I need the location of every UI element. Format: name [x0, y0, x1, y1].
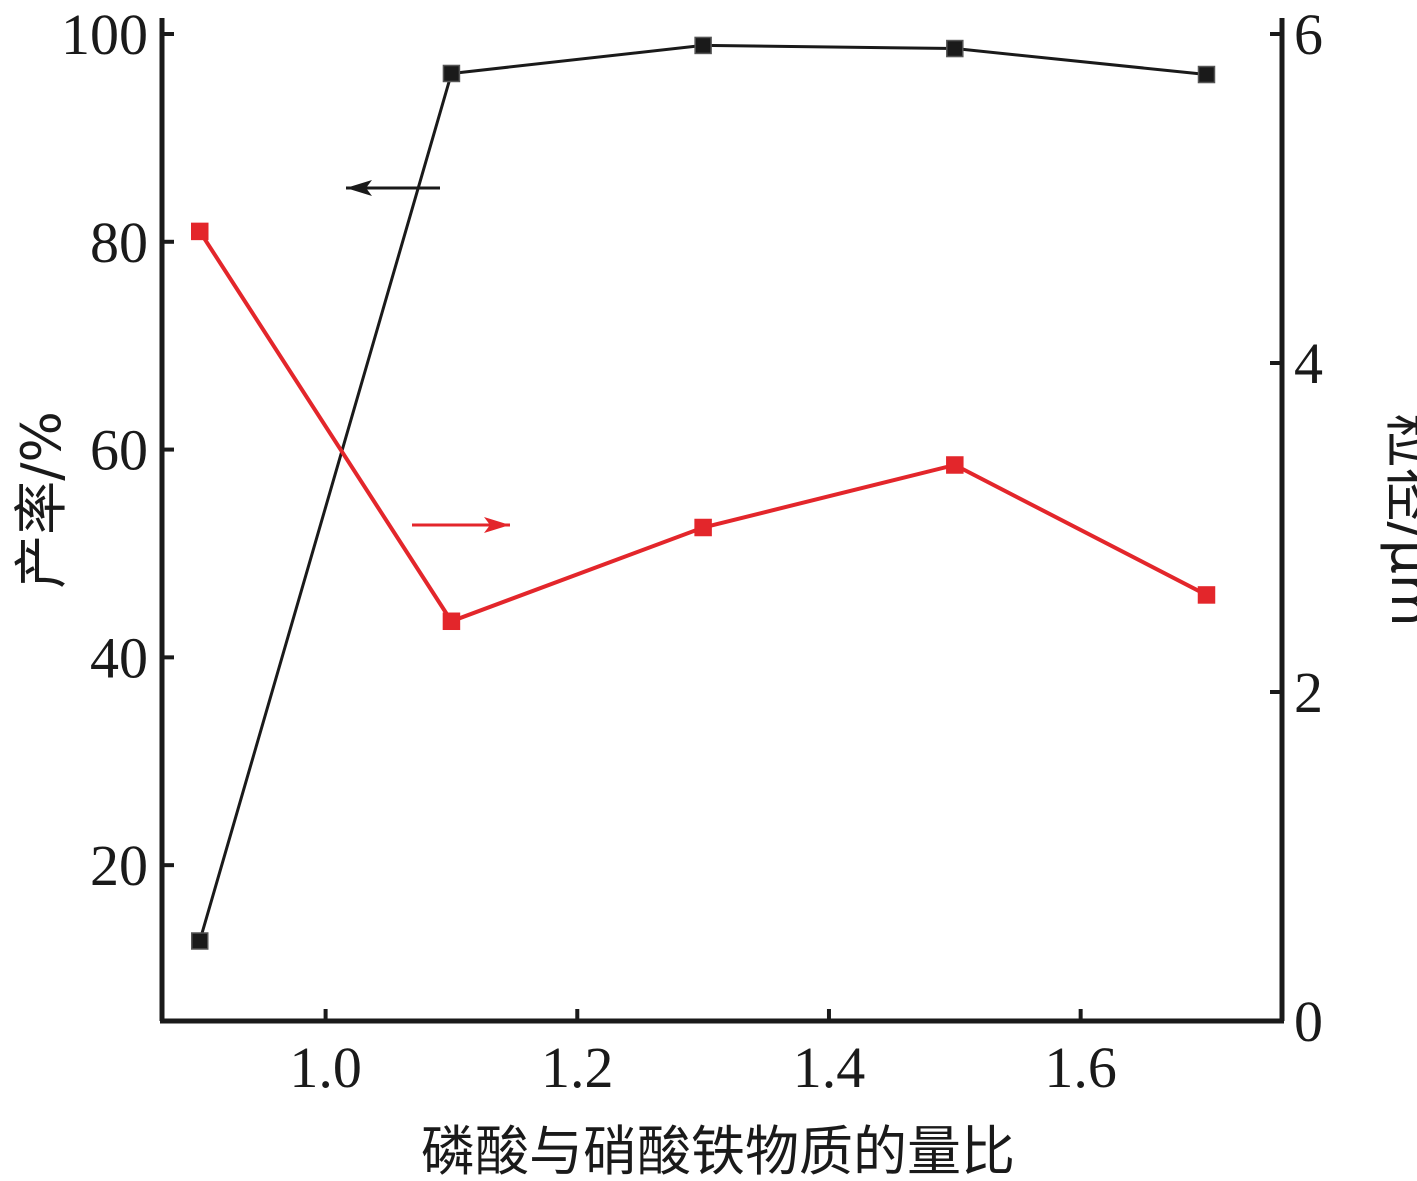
x-tick-label: 1.2: [541, 1035, 614, 1100]
data-point-particle-size: [694, 518, 712, 537]
y-left-tick-label: 60: [90, 418, 148, 483]
y-left-axis-title: 产率/%: [10, 411, 73, 589]
y-right-axis-title: 粒径/μm: [1379, 413, 1417, 626]
chart-axes: [159, 18, 1285, 1024]
x-tick-label: 1.0: [289, 1035, 362, 1100]
x-axis-title: 磷酸与硝酸铁物质的量比: [421, 1120, 1015, 1181]
data-point-particle-size: [442, 612, 461, 631]
y-right-tick-label: 0: [1294, 989, 1323, 1054]
data-point-particle-size: [1197, 586, 1216, 604]
x-tick-label: 1.6: [1044, 1035, 1117, 1100]
y-right-tick-label: 2: [1294, 660, 1323, 725]
data-point-yield: [442, 64, 461, 83]
y-left-tick-label: 100: [61, 2, 148, 67]
y-left-tick-label: 20: [90, 833, 148, 898]
chart-annotations: [346, 180, 510, 533]
y-right-tick-label: 4: [1294, 331, 1323, 396]
chart-series: [191, 36, 1216, 950]
y-right-tick-label: 6: [1294, 2, 1323, 67]
data-point-yield: [1197, 65, 1216, 84]
data-point-yield: [946, 39, 964, 58]
data-point-yield: [694, 36, 712, 55]
annotation-arrow-head: [484, 517, 510, 533]
chart-ticks: 1.0 1.2 1.4 1.6 20 40 60 80 100 0 2 4 6: [61, 2, 1323, 1100]
annotation-arrow-head: [346, 180, 372, 196]
y-left-tick-label: 40: [90, 625, 148, 690]
data-point-particle-size: [946, 456, 964, 474]
data-point-yield: [191, 932, 209, 950]
data-point-particle-size: [191, 222, 209, 241]
x-tick-label: 1.4: [793, 1035, 866, 1100]
y-left-tick-label: 80: [90, 210, 148, 275]
